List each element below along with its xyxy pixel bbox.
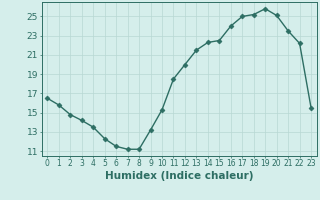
X-axis label: Humidex (Indice chaleur): Humidex (Indice chaleur) bbox=[105, 171, 253, 181]
